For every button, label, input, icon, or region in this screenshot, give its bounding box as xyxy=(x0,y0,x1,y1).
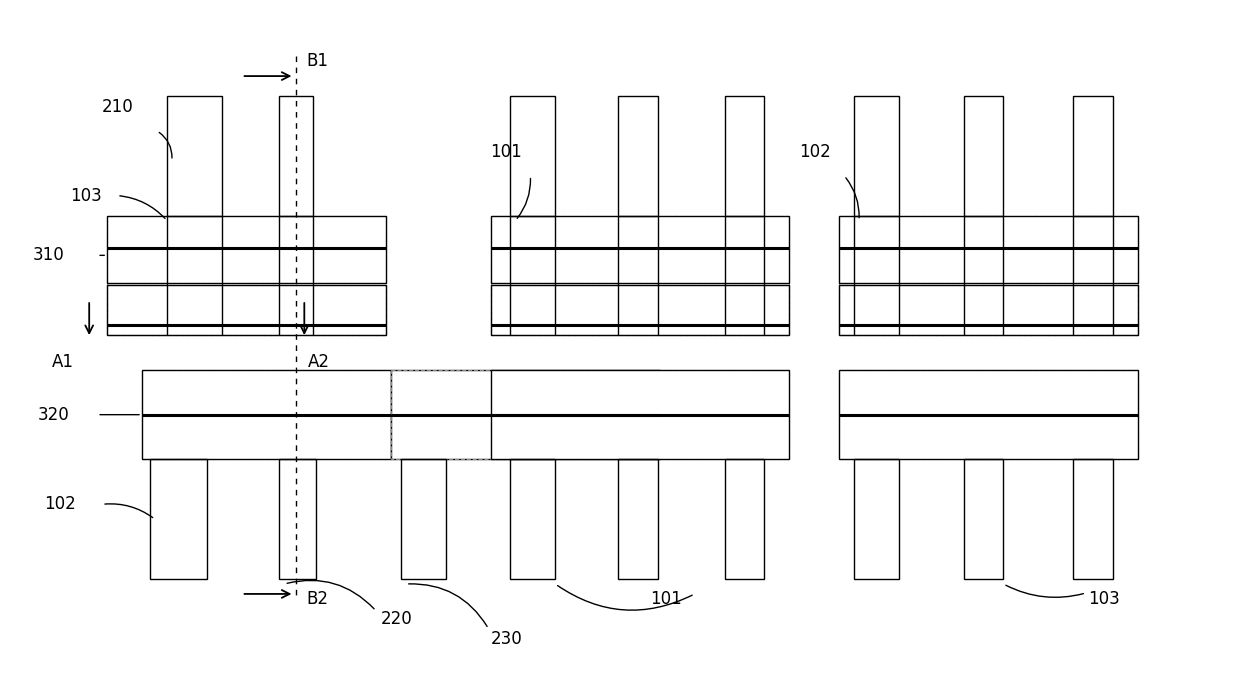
Bar xyxy=(150,460,207,579)
Bar xyxy=(724,96,764,215)
Text: 320: 320 xyxy=(37,406,69,424)
Bar xyxy=(391,370,660,460)
Bar xyxy=(491,370,790,460)
Bar xyxy=(618,96,658,215)
Bar xyxy=(839,285,1138,335)
Text: B1: B1 xyxy=(306,52,329,70)
Bar xyxy=(854,460,899,579)
Bar xyxy=(107,215,386,335)
Bar xyxy=(839,285,1138,335)
Text: 103: 103 xyxy=(1087,590,1120,608)
Bar xyxy=(491,285,790,335)
Bar xyxy=(279,460,316,579)
Bar xyxy=(143,370,391,460)
Bar xyxy=(107,285,386,335)
Bar xyxy=(491,215,790,335)
Bar xyxy=(963,96,1003,215)
Bar xyxy=(491,215,790,283)
Text: 101: 101 xyxy=(491,143,522,161)
Bar xyxy=(491,370,790,460)
Bar xyxy=(401,460,445,579)
Text: A1: A1 xyxy=(52,353,74,371)
Bar xyxy=(839,370,1138,460)
Bar xyxy=(839,370,1138,460)
Bar xyxy=(1073,96,1114,215)
Bar xyxy=(167,96,222,215)
Bar xyxy=(107,215,386,283)
Text: B2: B2 xyxy=(306,590,329,608)
Bar xyxy=(143,370,391,460)
Text: 102: 102 xyxy=(800,143,831,161)
Text: 102: 102 xyxy=(45,495,76,513)
Bar xyxy=(391,370,660,460)
Bar xyxy=(724,460,764,579)
Bar xyxy=(839,215,1138,283)
Bar xyxy=(963,460,1003,579)
Text: 101: 101 xyxy=(650,590,682,608)
Text: A2: A2 xyxy=(309,353,330,371)
Text: 220: 220 xyxy=(381,610,413,628)
Bar xyxy=(1073,460,1114,579)
Text: 210: 210 xyxy=(102,98,134,116)
Bar xyxy=(618,460,658,579)
Bar xyxy=(279,96,314,215)
Bar xyxy=(511,96,556,215)
Bar xyxy=(107,285,386,335)
Bar xyxy=(511,460,556,579)
Bar xyxy=(491,285,790,335)
Text: 103: 103 xyxy=(71,186,102,205)
Bar xyxy=(854,96,899,215)
Text: 230: 230 xyxy=(491,630,522,647)
Text: 310: 310 xyxy=(32,246,64,264)
Bar xyxy=(839,215,1138,335)
